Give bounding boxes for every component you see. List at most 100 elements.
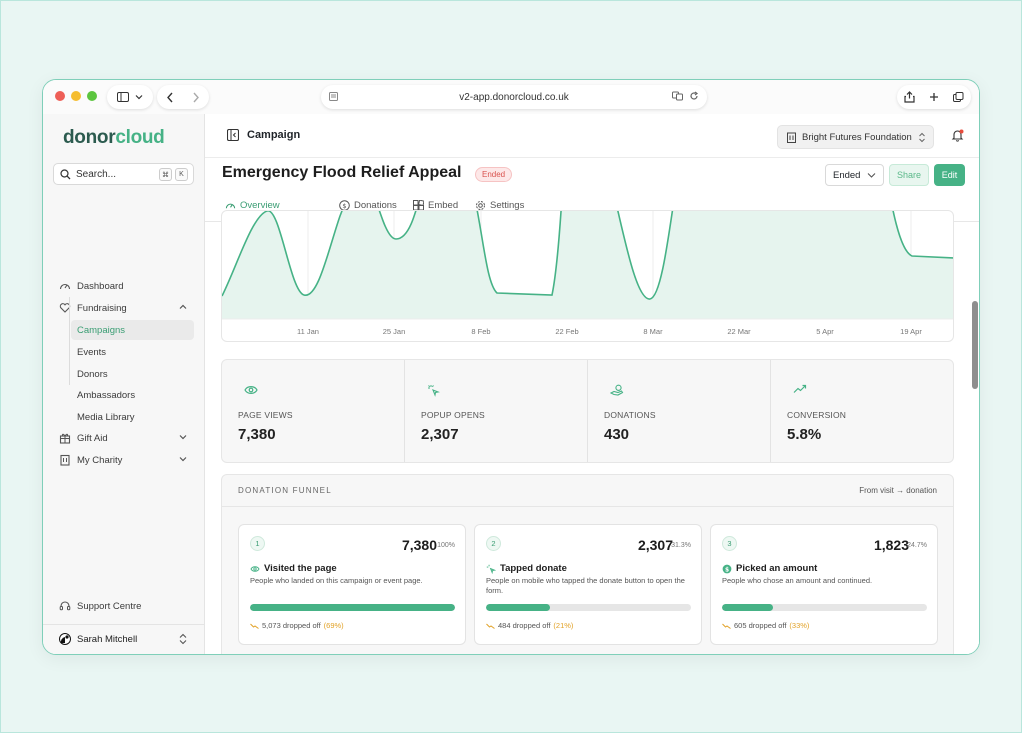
bell-icon xyxy=(951,129,964,142)
step-dropoff: 605 dropped off (33%) xyxy=(722,621,809,630)
tab-label: Settings xyxy=(490,200,525,211)
tab-overview[interactable]: Overview xyxy=(225,200,280,211)
history-nav xyxy=(157,85,209,109)
cmd-key-hint: ⌘ xyxy=(159,168,172,181)
user-name: Sarah Mitchell xyxy=(77,633,138,645)
tabs-overview-icon[interactable] xyxy=(953,91,964,103)
main-content: Emergency Flood Relief Appeal Ended Ende… xyxy=(205,158,979,654)
maximize-window-button[interactable] xyxy=(87,91,97,101)
sidebar-item-donors[interactable]: Donors xyxy=(77,368,108,380)
stats-summary: PAGE VIEWS 7,380 POPUP OPENS 2,307 DONAT… xyxy=(221,359,954,463)
stat-label: PAGE VIEWS xyxy=(238,410,293,420)
trend-down-icon xyxy=(486,623,495,629)
chevron-updown-icon xyxy=(919,132,925,143)
step-description: People who chose an amount and continued… xyxy=(722,576,873,585)
sparkle-click-icon xyxy=(428,385,440,397)
page-menu-icon[interactable] xyxy=(329,92,338,104)
notifications-button[interactable] xyxy=(951,129,964,147)
stat-label: POPUP OPENS xyxy=(421,410,485,420)
translate-icon[interactable] xyxy=(672,91,683,101)
trend-up-icon xyxy=(793,384,807,393)
user-avatar-icon xyxy=(59,633,71,645)
chart-svg: 11 Jan 25 Jan 8 Feb 22 Feb 8 Mar 22 Mar 5 Apr 1… xyxy=(222,211,953,336)
sidebar-item-campaigns[interactable]: Campaigns xyxy=(71,320,194,340)
tab-settings[interactable]: Settings xyxy=(475,200,524,211)
browser-toolbar: v2-app.donorcloud.co.uk xyxy=(43,80,979,114)
funnel-title: DONATION FUNNEL xyxy=(238,486,332,495)
chevron-down-icon[interactable] xyxy=(178,454,188,464)
user-menu[interactable]: Sarah Mitchell xyxy=(53,629,194,649)
chevron-up-icon[interactable] xyxy=(178,302,188,312)
eye-icon xyxy=(250,565,260,572)
divider xyxy=(43,624,205,625)
back-icon[interactable] xyxy=(166,92,174,103)
step-count: 2,307 xyxy=(637,537,673,553)
search-input[interactable]: Search... ⌘ K xyxy=(53,163,194,185)
status-select[interactable]: Ended xyxy=(825,164,884,186)
address-bar[interactable]: v2-app.donorcloud.co.uk xyxy=(321,85,707,109)
chevron-down-icon[interactable] xyxy=(178,432,188,442)
step-progress-fill xyxy=(486,604,551,611)
reload-icon[interactable] xyxy=(689,91,699,101)
sidebar: donorcloud Search... ⌘ K Dashboard Fundr… xyxy=(43,114,205,654)
sidebar-item-gift-aid[interactable]: Gift Aid xyxy=(53,428,194,448)
svg-text:$: $ xyxy=(725,567,729,573)
stat-value: 5.8% xyxy=(787,426,822,443)
chart-x-tick-label: 5 Apr xyxy=(816,327,834,336)
chart-x-tick-label: 8 Mar xyxy=(643,327,663,336)
new-tab-icon[interactable] xyxy=(929,92,939,102)
app-header: Campaign Bright Futures Foundation xyxy=(205,114,979,158)
funnel-subtitle: From visit → donation xyxy=(859,486,937,495)
close-window-button[interactable] xyxy=(55,91,65,101)
chart-x-tick-label: 19 Apr xyxy=(900,327,922,336)
building-icon xyxy=(787,132,796,143)
sidebar-item-ambassadors[interactable]: Ambassadors xyxy=(77,389,136,401)
support-centre-link[interactable]: Support Centre xyxy=(53,596,194,616)
step-name: Visited the page xyxy=(250,563,337,574)
sidebar-item-my-charity[interactable]: My Charity xyxy=(53,450,194,470)
step-name: Tapped donate xyxy=(486,563,567,574)
share-icon[interactable] xyxy=(904,91,915,103)
edit-button[interactable]: Edit xyxy=(934,164,965,186)
sidebar-item-fundraising[interactable]: Fundraising xyxy=(53,298,194,318)
step-progress-fill xyxy=(250,604,455,611)
dropoff-percent: (69%) xyxy=(323,621,344,630)
browser-window: v2-app.donorcloud.co.uk donorcloud Searc… xyxy=(42,79,980,655)
step-progress-bar xyxy=(486,604,691,611)
sidebar-toggle-button[interactable] xyxy=(107,85,153,109)
organisation-select[interactable]: Bright Futures Foundation xyxy=(777,125,934,149)
chevron-updown-icon[interactable] xyxy=(178,633,188,645)
minimize-window-button[interactable] xyxy=(71,91,81,101)
chart-x-tick-label: 11 Jan xyxy=(297,327,319,336)
submenu-guide xyxy=(69,297,70,385)
sidebar-icon xyxy=(117,92,129,102)
chart-x-tick-label: 25 Jan xyxy=(383,327,406,336)
coin-icon: $ xyxy=(722,564,732,573)
forward-icon[interactable] xyxy=(192,92,200,103)
step-progress-fill xyxy=(722,604,773,611)
traffic-chart: 11 Jan 25 Jan 8 Feb 22 Feb 8 Mar 22 Mar 5 Apr 1… xyxy=(221,210,954,342)
scrollbar-thumb[interactable] xyxy=(972,301,978,389)
tab-label: Overview xyxy=(240,200,280,211)
funnel-step-visited: 1 7,380 100% Visited the page People who… xyxy=(238,524,466,645)
tab-embed[interactable]: Embed xyxy=(413,200,458,211)
step-name-text: Tapped donate xyxy=(500,563,567,574)
sidebar-item-media-library[interactable]: Media Library xyxy=(77,411,135,423)
gauge-icon xyxy=(59,280,71,292)
chart-x-tick-label: 22 Feb xyxy=(555,327,578,336)
logo[interactable]: donorcloud xyxy=(63,127,165,148)
share-button[interactable]: Share xyxy=(889,164,929,186)
sidebar-item-dashboard[interactable]: Dashboard xyxy=(53,276,194,296)
step-count: 1,823 xyxy=(873,537,909,553)
campaign-title: Emergency Flood Relief Appeal xyxy=(222,164,462,181)
sidebar-item-events[interactable]: Events xyxy=(77,346,107,358)
step-dropoff: 484 dropped off (21%) xyxy=(486,621,573,630)
chart-area-fill xyxy=(222,211,953,319)
chevron-down-icon xyxy=(135,95,143,100)
trend-down-icon xyxy=(722,623,731,629)
collapse-sidebar-icon[interactable] xyxy=(227,129,239,141)
stat-conversion: CONVERSION 5.8% xyxy=(771,360,953,462)
dropoff-count: 5,073 dropped off xyxy=(262,621,321,630)
building-icon xyxy=(59,454,71,466)
eye-icon xyxy=(244,386,258,394)
